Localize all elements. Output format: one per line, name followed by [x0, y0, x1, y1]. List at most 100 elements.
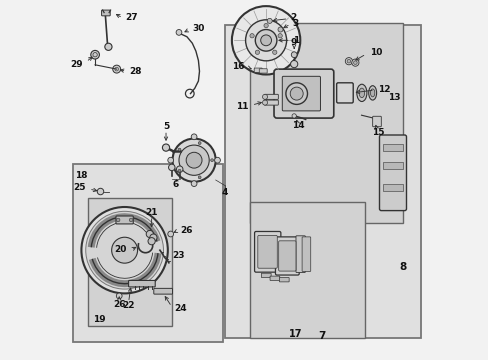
Circle shape [148, 238, 155, 245]
Circle shape [277, 27, 283, 32]
Circle shape [198, 176, 201, 179]
Text: 2: 2 [290, 13, 296, 22]
Text: 16: 16 [231, 62, 244, 71]
Ellipse shape [358, 88, 364, 98]
Circle shape [113, 65, 121, 73]
Circle shape [262, 100, 267, 105]
Circle shape [116, 218, 120, 222]
Text: 26: 26 [113, 300, 125, 309]
Circle shape [167, 157, 173, 163]
Circle shape [167, 231, 173, 237]
Circle shape [266, 18, 272, 23]
FancyBboxPatch shape [275, 237, 299, 275]
Circle shape [291, 114, 296, 118]
Text: 27: 27 [125, 13, 138, 22]
Text: 1: 1 [292, 36, 299, 45]
Circle shape [186, 152, 202, 168]
Circle shape [272, 50, 276, 54]
Circle shape [214, 157, 220, 163]
FancyBboxPatch shape [264, 100, 278, 105]
Circle shape [178, 148, 181, 151]
FancyBboxPatch shape [128, 280, 155, 287]
FancyBboxPatch shape [261, 273, 270, 278]
FancyBboxPatch shape [302, 237, 310, 271]
Text: 21: 21 [145, 208, 158, 217]
Text: 7: 7 [318, 330, 325, 341]
FancyBboxPatch shape [102, 10, 110, 16]
Ellipse shape [368, 86, 376, 100]
Circle shape [285, 83, 307, 104]
FancyBboxPatch shape [254, 231, 280, 272]
Circle shape [255, 30, 276, 51]
Bar [224, 25, 420, 338]
Circle shape [176, 166, 183, 172]
Circle shape [111, 237, 137, 263]
Circle shape [351, 59, 358, 66]
Circle shape [81, 207, 167, 293]
Text: 17: 17 [288, 329, 302, 339]
Circle shape [191, 134, 197, 140]
FancyBboxPatch shape [254, 68, 262, 72]
Bar [249, 202, 365, 338]
Text: 15: 15 [371, 128, 384, 137]
Circle shape [291, 52, 296, 58]
Text: 5: 5 [163, 122, 169, 131]
Text: 26: 26 [180, 226, 193, 235]
Text: 18: 18 [75, 171, 88, 180]
Bar [73, 164, 223, 342]
Circle shape [176, 30, 182, 35]
FancyBboxPatch shape [379, 135, 406, 211]
FancyBboxPatch shape [257, 235, 277, 268]
Circle shape [146, 230, 153, 238]
Ellipse shape [370, 89, 374, 97]
Circle shape [178, 169, 181, 172]
Bar [382, 162, 402, 169]
Circle shape [289, 87, 303, 100]
Text: 29: 29 [70, 60, 83, 69]
FancyBboxPatch shape [279, 278, 288, 282]
Circle shape [231, 6, 300, 75]
Circle shape [116, 293, 122, 299]
FancyBboxPatch shape [264, 94, 278, 99]
Circle shape [264, 23, 268, 28]
FancyBboxPatch shape [282, 76, 320, 111]
Bar [88, 198, 172, 326]
Circle shape [249, 33, 254, 38]
Text: 8: 8 [399, 262, 406, 272]
Text: 25: 25 [73, 184, 85, 192]
Text: 14: 14 [292, 122, 304, 130]
Circle shape [290, 60, 297, 68]
FancyBboxPatch shape [336, 83, 352, 103]
Circle shape [168, 164, 175, 171]
Text: 4: 4 [221, 188, 227, 197]
Text: 6: 6 [172, 180, 179, 189]
FancyBboxPatch shape [278, 241, 295, 271]
Text: 24: 24 [174, 305, 186, 313]
Circle shape [260, 35, 271, 46]
FancyBboxPatch shape [273, 69, 333, 118]
Text: 11: 11 [235, 102, 247, 111]
Ellipse shape [356, 84, 366, 102]
Text: 20: 20 [114, 246, 126, 254]
Text: 23: 23 [172, 251, 184, 260]
FancyBboxPatch shape [116, 216, 133, 224]
Circle shape [129, 218, 133, 222]
Circle shape [91, 50, 99, 59]
Text: 9: 9 [290, 38, 297, 47]
FancyBboxPatch shape [372, 116, 381, 127]
Circle shape [191, 181, 197, 186]
Circle shape [149, 234, 157, 241]
Circle shape [277, 33, 282, 38]
Circle shape [172, 139, 215, 182]
Text: 19: 19 [93, 315, 105, 324]
Circle shape [262, 94, 267, 99]
FancyBboxPatch shape [153, 288, 172, 294]
Text: 10: 10 [369, 48, 382, 57]
Circle shape [179, 145, 209, 175]
Circle shape [255, 50, 259, 54]
Text: 22: 22 [122, 302, 135, 310]
Text: 28: 28 [129, 68, 142, 77]
Text: 12: 12 [378, 85, 390, 94]
Text: 13: 13 [387, 93, 400, 102]
Circle shape [85, 211, 163, 289]
